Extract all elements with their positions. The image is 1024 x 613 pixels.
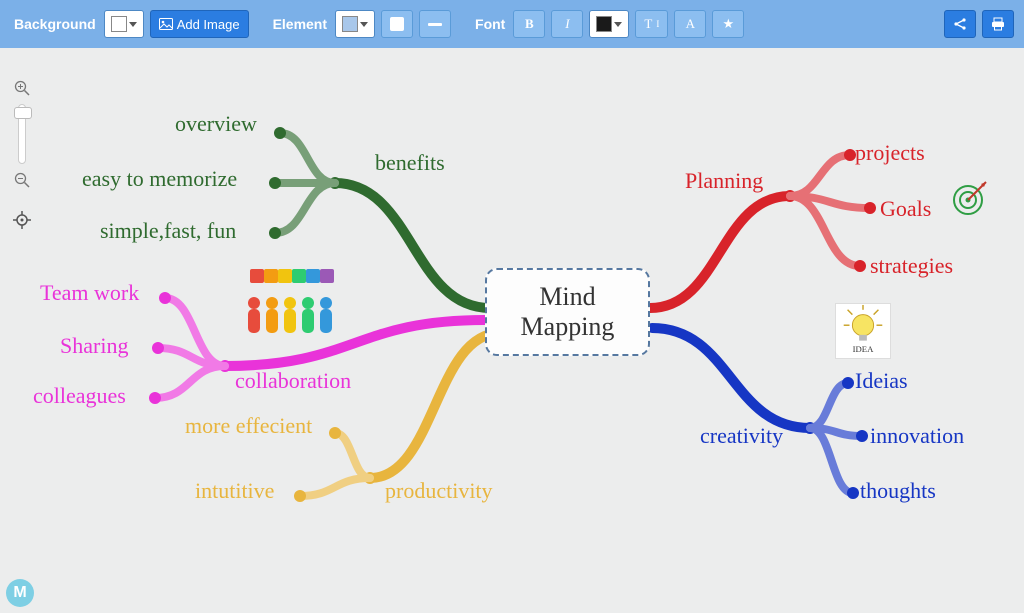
background-label: Background — [14, 16, 96, 32]
italic-button[interactable]: I — [551, 10, 583, 38]
favorite-button[interactable]: ★ — [712, 10, 744, 38]
node-label-creativity-2[interactable]: thoughts — [860, 478, 936, 504]
share-button[interactable] — [944, 10, 976, 38]
bold-button[interactable]: B — [513, 10, 545, 38]
node-label-creativity-1[interactable]: innovation — [870, 423, 964, 449]
canvas[interactable]: Mind Mapping IDEA benefitsovervieweasy t… — [0, 48, 1024, 613]
text-size-button[interactable]: TI — [635, 10, 668, 38]
shape-square-button[interactable] — [381, 10, 413, 38]
bold-icon: B — [525, 16, 534, 32]
background-swatch — [111, 16, 127, 32]
node-label-productivity-0[interactable]: more effecient — [185, 413, 312, 439]
print-button[interactable] — [982, 10, 1014, 38]
font-color-swatch — [596, 16, 612, 32]
node-label-benefits-0[interactable]: overview — [175, 111, 257, 137]
image-icon — [159, 18, 173, 30]
share-icon — [953, 17, 967, 31]
star-icon: ★ — [722, 16, 734, 32]
font-family-button[interactable]: A — [674, 10, 706, 38]
branch-label-collaboration[interactable]: collaboration — [235, 368, 351, 394]
font-label: Font — [475, 16, 505, 32]
square-icon — [390, 17, 404, 31]
node-label-planning-2[interactable]: strategies — [870, 253, 953, 279]
node-label-benefits-2[interactable]: simple,fast, fun — [100, 218, 236, 244]
node-label-productivity-1[interactable]: intutitive — [195, 478, 274, 504]
branch-label-productivity[interactable]: productivity — [385, 478, 493, 504]
node-label-collaboration-1[interactable]: Sharing — [60, 333, 128, 359]
branch-label-benefits[interactable]: benefits — [375, 150, 445, 176]
chevron-down-icon — [129, 22, 137, 27]
center-node-label: Mind Mapping — [521, 282, 615, 342]
toolbar: Background Add Image Element Font B I TI… — [0, 0, 1024, 48]
minus-icon — [428, 23, 442, 26]
background-color-picker[interactable] — [104, 10, 144, 38]
print-icon — [991, 17, 1005, 31]
node-label-planning-0[interactable]: projects — [855, 140, 925, 166]
node-label-planning-1[interactable]: Goals — [880, 196, 931, 222]
center-node[interactable]: Mind Mapping — [485, 268, 650, 356]
element-swatch — [342, 16, 358, 32]
app-logo-letter: M — [13, 584, 26, 602]
app-logo[interactable]: M — [6, 579, 34, 607]
element-color-picker[interactable] — [335, 10, 375, 38]
chevron-down-icon — [360, 22, 368, 27]
node-label-collaboration-2[interactable]: colleagues — [33, 383, 126, 409]
node-label-benefits-1[interactable]: easy to memorize — [82, 166, 237, 192]
element-label: Element — [273, 16, 327, 32]
branch-label-creativity[interactable]: creativity — [700, 423, 783, 449]
chevron-down-icon — [614, 22, 622, 27]
italic-icon: I — [565, 16, 569, 32]
node-label-collaboration-0[interactable]: Team work — [40, 280, 139, 306]
node-label-creativity-0[interactable]: Ideias — [855, 368, 908, 394]
branch-label-planning[interactable]: Planning — [685, 168, 763, 194]
add-image-button[interactable]: Add Image — [150, 10, 249, 38]
font-color-picker[interactable] — [589, 10, 629, 38]
shape-line-button[interactable] — [419, 10, 451, 38]
add-image-label: Add Image — [177, 17, 240, 32]
